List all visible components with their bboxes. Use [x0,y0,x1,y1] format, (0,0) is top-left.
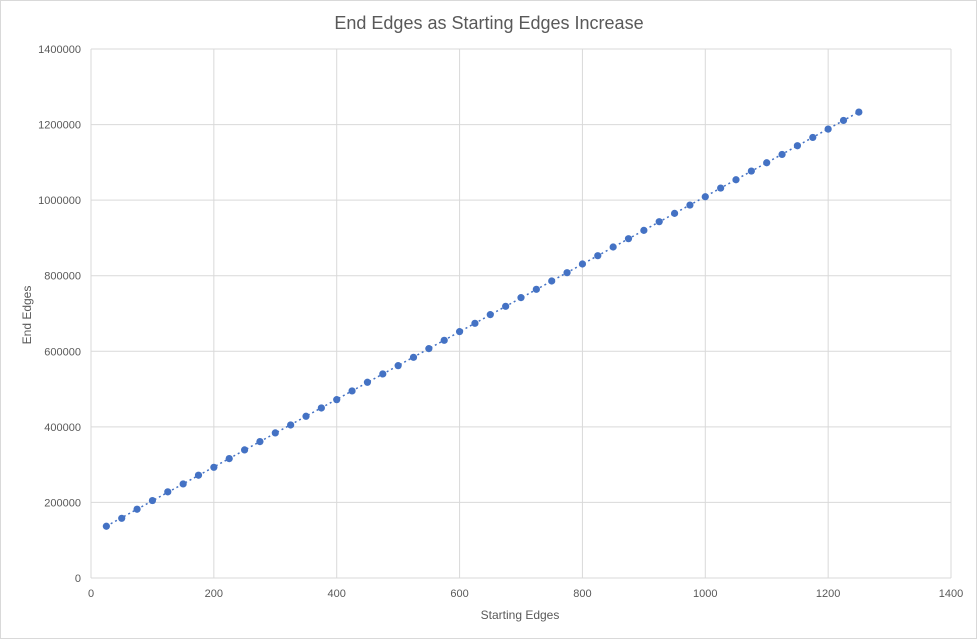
data-point [855,108,863,116]
data-point [532,285,540,293]
x-tick-label: 1200 [816,588,840,600]
data-point [440,336,448,344]
gridlines [90,48,952,579]
data-point [701,193,709,201]
data-point [640,226,648,234]
data-point [778,150,786,159]
data-point [578,260,587,268]
data-point [102,522,110,530]
y-tick-label: 400000 [44,422,81,434]
data-point [609,243,617,251]
x-tick-label: 800 [573,588,591,600]
data-point [317,404,325,412]
x-tick-label: 200 [205,588,223,600]
data-point [793,142,802,150]
data-point [763,159,771,167]
data-point [148,496,157,505]
data-point [225,454,233,463]
y-tick-label: 200000 [44,497,81,509]
data-point [839,116,848,125]
y-tick-label: 600000 [44,346,81,358]
data-point [256,437,264,446]
data-point [363,378,372,386]
data-point [425,345,433,353]
x-tick-label: 0 [88,588,94,600]
chart-title: End Edges as Starting Edges Increase [334,13,643,33]
data-point [624,235,633,243]
data-point [809,133,817,142]
x-axis-title: Starting Edges [481,608,560,622]
data-point [164,488,172,496]
data-point [717,184,725,192]
data-point [563,269,571,277]
y-tick-label: 1000000 [38,195,81,207]
data-point [455,328,464,336]
data-points [102,108,863,530]
data-point [824,125,832,133]
data-point [502,302,510,310]
linear-trendline [105,111,860,527]
y-tick-label: 1400000 [38,44,81,56]
data-point [486,311,494,319]
data-point [747,167,755,175]
x-tick-label: 1000 [693,588,717,600]
x-tick-label: 1400 [939,588,963,600]
y-tick-label: 1200000 [38,120,81,132]
data-point [394,362,402,370]
data-point [732,176,740,184]
data-point [670,209,679,217]
data-point [517,294,525,302]
data-point [240,446,249,454]
data-point [302,412,310,420]
x-tick-label: 600 [450,588,468,600]
data-point [133,505,141,513]
data-point [210,463,218,471]
data-point [655,218,663,226]
trendline [105,111,860,527]
data-point [194,471,203,479]
y-tick-label: 800000 [44,271,81,283]
tick-labels: 0 200000 400000 600000 800000 1000000 1200000 1… [38,44,963,600]
data-point [118,514,126,522]
y-tick-label: 0 [75,573,81,585]
data-point [409,353,418,361]
data-point [379,370,387,378]
data-point [594,252,602,260]
data-point [686,201,694,209]
y-axis-title: End Edges [20,286,34,345]
data-point [271,429,279,437]
data-point [548,277,556,285]
data-point [348,387,356,395]
data-point [179,480,187,488]
data-point [471,319,479,327]
data-point [287,421,295,429]
x-tick-label: 400 [328,588,346,600]
data-point [333,396,341,404]
